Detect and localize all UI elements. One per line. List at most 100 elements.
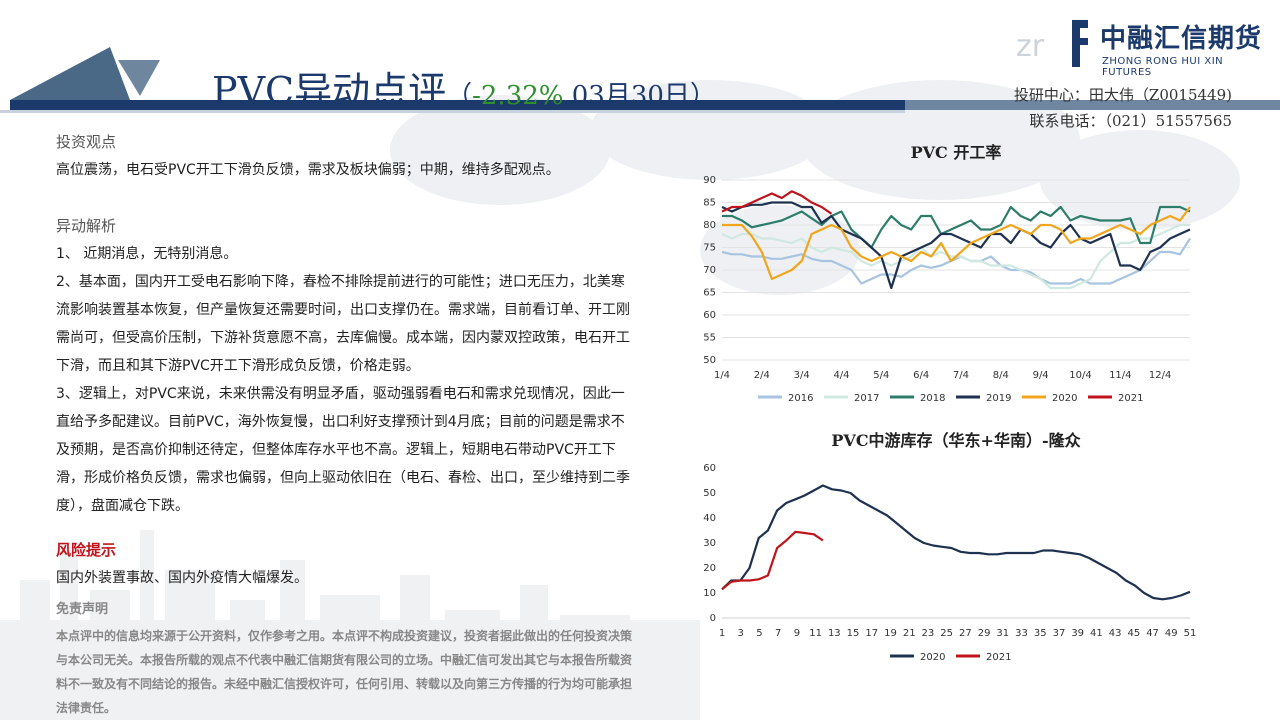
x-tick-label: 17 (865, 628, 878, 639)
chart-title: PVC中游库存（华东+华南）-隆众 (831, 431, 1081, 450)
y-tick-label: 60 (703, 310, 716, 321)
x-tick-label: 43 (1109, 628, 1122, 639)
y-tick-label: 50 (703, 488, 716, 499)
legend-label: 2021 (986, 652, 1011, 663)
y-tick-label: 85 (703, 198, 716, 209)
analysis-point-3: 3、逻辑上，对PVC来说，未来供需没有明显矛盾，驱动强弱看电石和需求兑现情况，因… (56, 386, 630, 514)
city-skyline-background (0, 530, 700, 720)
view-text: 高位震荡，电石受PVC开工下滑负反馈，需求及板块偏弱；中期，维持多配观点。 (56, 162, 560, 178)
y-tick-label: 0 (710, 613, 716, 624)
logo-en-text: ZHONG RONG HUI XIN FUTURES (1102, 56, 1224, 78)
legend-label: 2018 (920, 393, 945, 404)
x-tick-label: 1/4 (714, 370, 730, 381)
x-tick-label: 9/4 (1033, 370, 1049, 381)
contact-analyst: 投研中心：田大伟（Z0015449) (1013, 86, 1232, 104)
x-tick-label: 37 (1053, 628, 1066, 639)
legend-label: 2020 (920, 652, 945, 663)
logo-mark-text: zr (1016, 29, 1045, 64)
x-tick-label: 5/4 (873, 370, 889, 381)
y-tick-label: 55 (703, 333, 716, 344)
x-tick-label: 4/4 (833, 370, 849, 381)
legend-label: 2021 (1118, 393, 1143, 404)
x-tick-label: 27 (959, 628, 972, 639)
title-main: PVC异动点评 (212, 69, 447, 113)
x-tick-label: 3 (738, 628, 744, 639)
x-tick-label: 8/4 (993, 370, 1009, 381)
y-tick-label: 70 (703, 265, 716, 276)
risk-text: 国内外装置事故、国内外疫情大幅爆发。 (56, 570, 308, 586)
legend-label: 2017 (854, 393, 879, 404)
company-logo: zr 中融汇信期货 ZHONG RONG HUI XIN FUTURES (1010, 12, 1270, 78)
x-tick-label: 12/4 (1149, 370, 1171, 381)
disclaimer-text: 本点评中的信息均来源于公开资料，仅作参考之用。本点评不构成投资建议，投资者据此做… (56, 629, 633, 715)
title-paren-open: （ (446, 81, 473, 111)
y-tick-label: 30 (703, 538, 716, 549)
series-line-2016 (721, 237, 1191, 285)
logo-cn-text: 中融汇信期货 (1100, 24, 1263, 54)
x-tick-label: 25 (940, 628, 953, 639)
x-tick-label: 3/4 (794, 370, 810, 381)
header-banner (0, 47, 1280, 113)
x-tick-label: 51 (1184, 628, 1197, 639)
series-line-2019 (721, 201, 1191, 290)
x-tick-label: 47 (1146, 628, 1159, 639)
x-tick-label: 1 (719, 628, 725, 639)
x-tick-label: 39 (1071, 628, 1084, 639)
x-tick-label: 35 (1034, 628, 1047, 639)
y-tick-label: 65 (703, 288, 716, 299)
y-tick-label: 10 (703, 588, 716, 599)
analysis-point-1: 1、 近期消息，无特别消息。 (56, 246, 238, 262)
x-tick-label: 11/4 (1109, 370, 1131, 381)
contact-phone: 联系电话：（021）51557565 (1029, 112, 1232, 130)
legend-label: 2016 (788, 393, 813, 404)
x-tick-label: 45 (1127, 628, 1140, 639)
series-line-2018 (722, 205, 1191, 249)
x-tick-label: 7 (775, 628, 781, 639)
title-paren-close: ） (689, 81, 716, 111)
x-tick-label: 2/4 (754, 370, 770, 381)
x-tick-label: 7/4 (953, 370, 969, 381)
analysis-section-title: 异动解析 (56, 217, 117, 235)
x-tick-label: 49 (1165, 628, 1178, 639)
y-tick-label: 50 (703, 355, 716, 366)
x-tick-label: 13 (828, 628, 841, 639)
x-tick-label: 31 (996, 628, 1009, 639)
page-title: PVC异动点评（-2.32% 03月30日） (212, 60, 716, 115)
x-tick-label: 15 (847, 628, 860, 639)
x-tick-label: 11 (809, 628, 822, 639)
legend-label: 2020 (1052, 393, 1077, 404)
pvc-operating-rate-chart: PVC 开工率 50 55 60 65 70 75 80 85 90 1/4 2/4 3/4 4/4 5/4… (703, 143, 1191, 404)
series-line-2020 (721, 484, 1191, 601)
title-date: 03月30日 (563, 81, 690, 111)
y-tick-label: 60 (703, 463, 716, 474)
disclaimer-title: 免责声明 (56, 602, 109, 617)
legend-label: 2019 (986, 393, 1011, 404)
x-tick-label: 19 (884, 628, 897, 639)
series-line-2021 (721, 530, 824, 591)
risk-section-title: 风险提示 (56, 541, 117, 559)
logo-mark-icon: zr (1016, 20, 1088, 67)
y-tick-label: 75 (703, 243, 716, 254)
y-tick-label: 20 (703, 563, 716, 574)
x-tick-label: 41 (1090, 628, 1103, 639)
x-tick-label: 5 (756, 628, 762, 639)
x-tick-label: 10/4 (1069, 370, 1091, 381)
y-tick-label: 80 (703, 220, 716, 231)
analysis-point-2: 2、基本面，国内开工受电石影响下降，春检不排除提前进行的可能性；进口无压力，北美… (56, 274, 630, 374)
commentary-panel: 投资观点 高位震荡，电石受PVC开工下滑负反馈，需求及板块偏弱；中期，维持多配观… (56, 126, 636, 592)
x-tick-label: 23 (922, 628, 935, 639)
y-tick-label: 40 (703, 513, 716, 524)
series-line-2020 (722, 206, 1191, 281)
view-section-title: 投资观点 (56, 133, 117, 151)
x-tick-label: 21 (903, 628, 916, 639)
series-line-2021 (721, 190, 833, 215)
x-tick-label: 29 (978, 628, 991, 639)
price-change-percent: -2.32% (472, 81, 564, 111)
chart-title: PVC 开工率 (911, 143, 1002, 162)
contact-info: 投研中心：田大伟（Z0015449) 联系电话：（021）51557565 (1014, 82, 1232, 134)
x-tick-label: 33 (1015, 628, 1028, 639)
y-tick-label: 90 (703, 175, 716, 186)
x-tick-label: 6/4 (913, 370, 929, 381)
x-tick-label: 9 (794, 628, 800, 639)
